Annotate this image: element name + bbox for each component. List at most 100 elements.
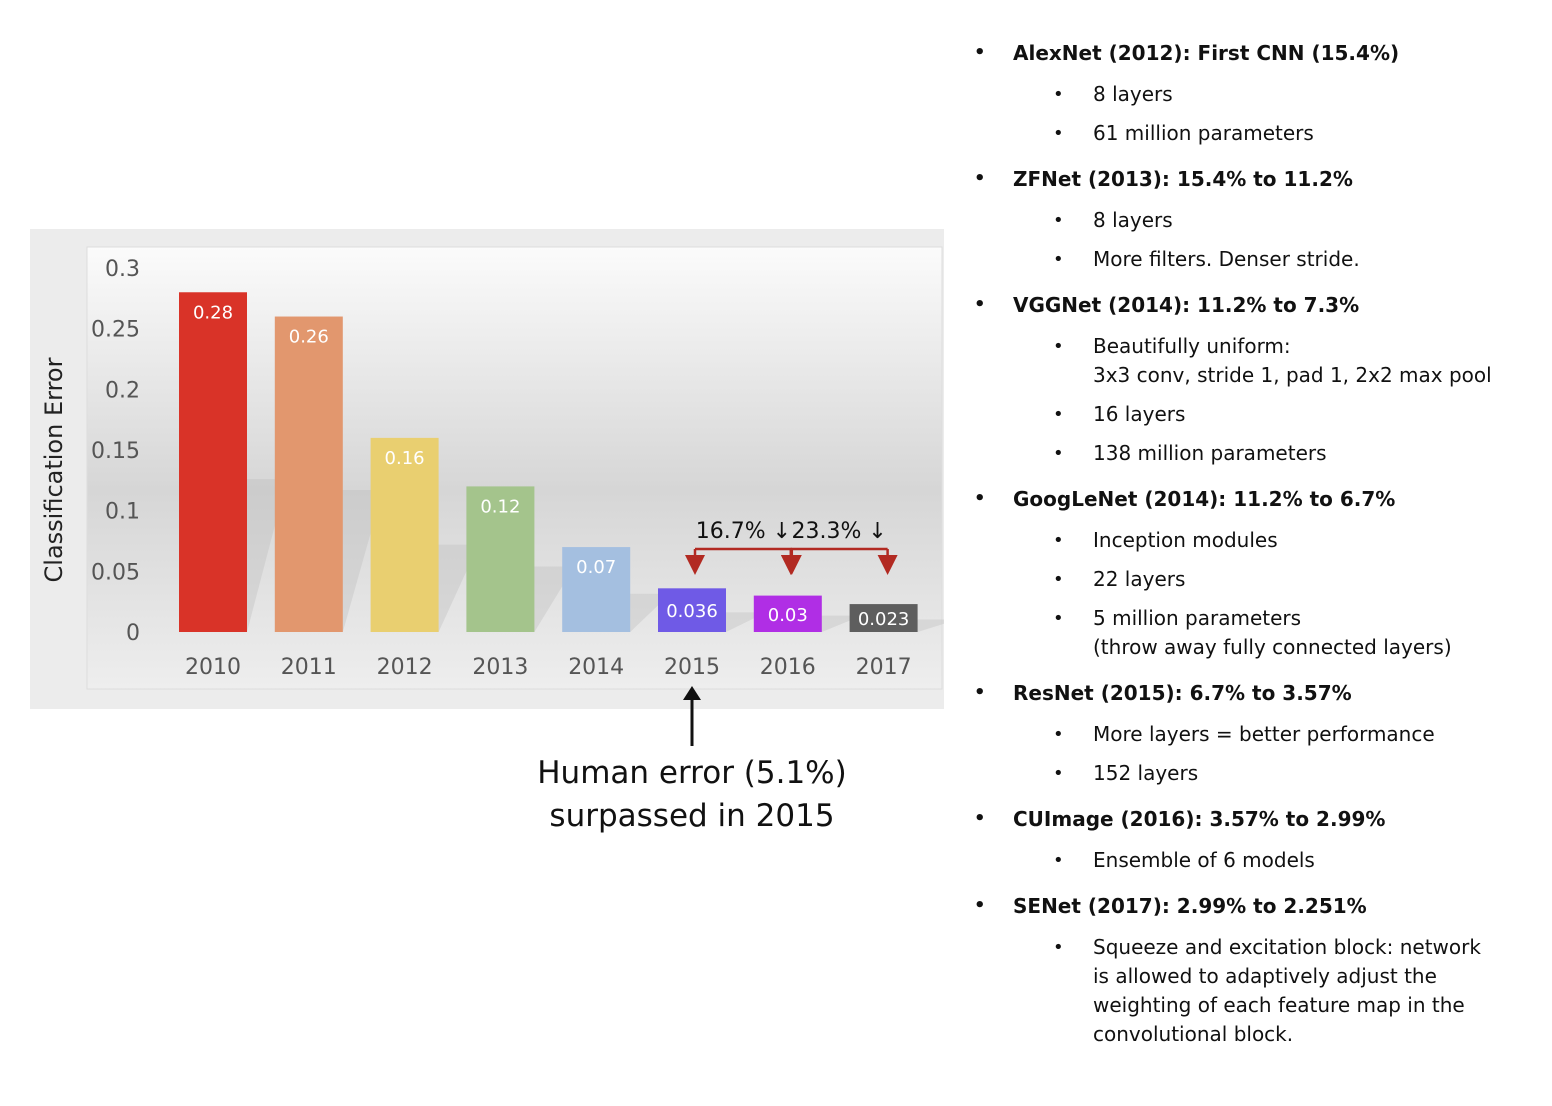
detail-line: (throw away fully connected layers): [1093, 635, 1452, 659]
reduction-label: 23.3% ↓: [792, 519, 887, 544]
bullet-icon: •: [974, 808, 986, 829]
detail-line: 138 million parameters: [1093, 441, 1327, 465]
y-tick-label: 0.15: [91, 439, 140, 464]
bullet-icon: •: [1053, 763, 1064, 784]
architecture-detail: • 5 million parameters (throw away fully c…: [972, 604, 1542, 662]
architecture-detail: • 61 million parameters: [972, 119, 1542, 148]
architecture-detail: • More layers = better performance: [972, 720, 1542, 749]
bar-value-label: 0.03: [768, 605, 808, 626]
detail-line: 8 layers: [1093, 208, 1173, 232]
bullet-icon: •: [1053, 724, 1064, 745]
bar-2012: [370, 437, 439, 632]
bar-value-label: 0.28: [193, 302, 233, 323]
architecture-detail: • 22 layers: [972, 565, 1542, 594]
bullet-icon: •: [1053, 404, 1064, 425]
bullet-icon: •: [1053, 336, 1064, 357]
detail-line: Beautifully uniform:: [1093, 334, 1291, 358]
architecture-title-text: GoogLeNet (2014): 11.2% to 6.7%: [1013, 487, 1396, 511]
architecture-title: • SENet (2017): 2.99% to 2.251%: [972, 889, 1542, 923]
architecture-detail: • Squeeze and excitation block: network is…: [972, 933, 1542, 1049]
note-arrow: [683, 686, 701, 746]
architecture-title-text: SENet (2017): 2.99% to 2.251%: [1013, 894, 1367, 918]
y-tick-label: 0: [126, 621, 140, 646]
architecture-title: • ResNet (2015): 6.7% to 3.57%: [972, 676, 1542, 710]
architecture-detail: • Inception modules: [972, 526, 1542, 555]
detail-line: Inception modules: [1093, 528, 1278, 552]
bullet-icon: •: [1053, 530, 1064, 551]
architecture-title-text: AlexNet (2012): First CNN (15.4%): [1013, 41, 1400, 65]
bar-value-label: 0.16: [385, 448, 425, 469]
bullet-icon: •: [974, 294, 986, 315]
bar-value-label: 0.023: [858, 609, 910, 630]
x-tick-label: 2017: [856, 655, 912, 680]
reduction-annotation: 23.3% ↓: [780, 519, 898, 575]
y-tick-label: 0.3: [105, 257, 140, 282]
detail-line: 5 million parameters: [1093, 606, 1302, 630]
bar-2011: [274, 316, 343, 632]
detail-line: 16 layers: [1093, 402, 1186, 426]
y-axis-label: Classification Error: [40, 357, 68, 582]
detail-line: More layers = better performance: [1093, 722, 1435, 746]
architecture-detail: • Ensemble of 6 models: [972, 846, 1542, 875]
reduction-annotation: 16.7% ↓: [685, 519, 802, 575]
x-tick-label: 2013: [472, 655, 528, 680]
x-tick-label: 2010: [185, 655, 241, 680]
bullet-icon: •: [1053, 569, 1064, 590]
architecture-detail: • More filters. Denser stride.: [972, 245, 1542, 274]
bar-2016: [753, 595, 822, 632]
architecture-title: • VGGNet (2014): 11.2% to 7.3%: [972, 288, 1542, 322]
y-tick-label: 0.2: [105, 378, 140, 403]
architecture-item: • SENet (2017): 2.99% to 2.251% • Squeeze a…: [972, 889, 1542, 1049]
y-tick-label: 0.25: [91, 318, 140, 343]
chart-panel: 0.28 0.26 0.16 0.12 0.07 0.036 0.03 0.023 0 0.05…: [30, 229, 944, 709]
bullet-icon: •: [1053, 937, 1064, 958]
bar-value-label: 0.26: [289, 327, 329, 348]
bullet-icon: •: [1053, 443, 1064, 464]
bar-2014: [562, 547, 631, 632]
architecture-item: • ResNet (2015): 6.7% to 3.57% • More layer…: [972, 676, 1542, 788]
bullet-icon: •: [974, 42, 986, 63]
detail-line: is allowed to adaptively adjust the: [1093, 964, 1437, 988]
architecture-title: • GoogLeNet (2014): 11.2% to 6.7%: [972, 482, 1542, 516]
architecture-title-text: ResNet (2015): 6.7% to 3.57%: [1013, 681, 1352, 705]
y-tick-label: 0.05: [91, 560, 140, 585]
architecture-detail: • 8 layers: [972, 80, 1542, 109]
y-tick-label: 0.1: [105, 500, 140, 525]
bar-2015: [658, 588, 726, 632]
architecture-item: • CUImage (2016): 3.57% to 2.99% • Ensemble…: [972, 802, 1542, 875]
detail-line: 3x3 conv, stride 1, pad 1, 2x2 max pool: [1093, 363, 1492, 387]
bullet-icon: •: [974, 895, 986, 916]
architecture-item: • VGGNet (2014): 11.2% to 7.3% • Beautifull…: [972, 288, 1542, 468]
bullet-icon: •: [1053, 123, 1064, 144]
architecture-detail: • Beautifully uniform: 3x3 conv, stride 1,…: [972, 332, 1542, 390]
bar-value-label: 0.12: [480, 496, 520, 517]
bullet-icon: •: [1053, 850, 1064, 871]
architecture-item: • GoogLeNet (2014): 11.2% to 6.7% • Incepti…: [972, 482, 1542, 662]
bullet-icon: •: [974, 168, 986, 189]
x-tick-label: 2011: [281, 655, 337, 680]
detail-line: 22 layers: [1093, 567, 1186, 591]
architecture-item: • AlexNet (2012): First CNN (15.4%) • 8 lay…: [972, 36, 1542, 148]
note-line: surpassed in 2015: [549, 798, 835, 834]
bullet-icon: •: [1053, 608, 1064, 629]
x-tick-label: 2016: [760, 655, 816, 680]
human-error-note: Human error (5.1%) surpassed in 2015: [500, 752, 884, 838]
architecture-item: • ZFNet (2013): 15.4% to 11.2% • 8 layers • M…: [972, 162, 1542, 274]
bullet-icon: •: [1053, 249, 1064, 270]
bar-value-label: 0.07: [576, 557, 616, 578]
detail-line: convolutional block.: [1093, 1022, 1294, 1046]
bar-2017: [849, 604, 918, 632]
architecture-detail: • 152 layers: [972, 759, 1542, 788]
architecture-title-text: VGGNet (2014): 11.2% to 7.3%: [1013, 293, 1360, 317]
bullet-icon: •: [974, 488, 986, 509]
detail-line: Ensemble of 6 models: [1093, 848, 1315, 872]
detail-line: More filters. Denser stride.: [1093, 247, 1360, 271]
bullet-icon: •: [1053, 84, 1064, 105]
reduction-label: 16.7% ↓: [696, 519, 791, 544]
x-tick-label: 2012: [377, 655, 433, 680]
bullet-icon: •: [1053, 210, 1064, 231]
architecture-list: • AlexNet (2012): First CNN (15.4%) • 8 lay…: [972, 36, 1542, 1063]
bar-2010: [179, 292, 247, 632]
architecture-title: • ZFNet (2013): 15.4% to 11.2%: [972, 162, 1542, 196]
architecture-title: • AlexNet (2012): First CNN (15.4%): [972, 36, 1542, 70]
